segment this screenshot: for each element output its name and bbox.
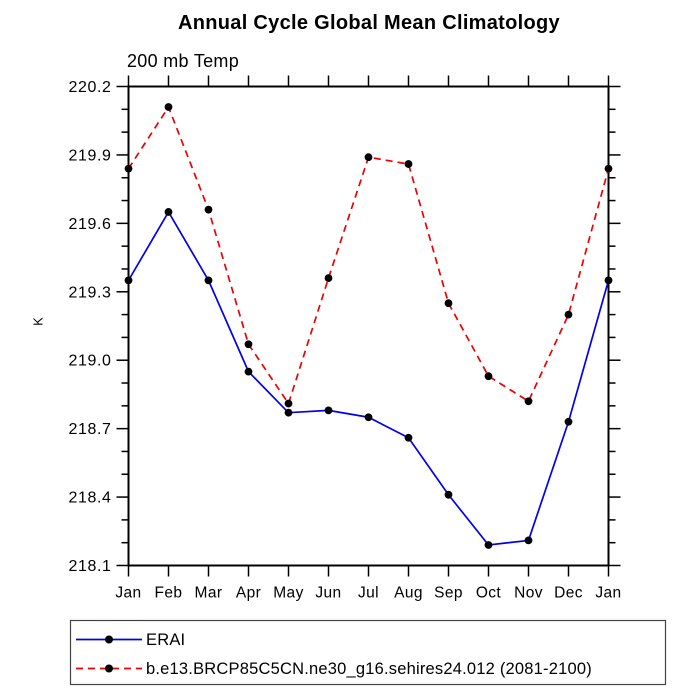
y-tick-label: 218.1	[68, 558, 111, 575]
data-marker-model-dec	[564, 310, 573, 319]
data-marker-erai-feb	[164, 208, 173, 216]
y-tick-label: 218.7	[68, 421, 111, 438]
data-marker-model-jun	[324, 274, 333, 282]
series-line-erai	[127, 210, 610, 546]
x-tick-label: Sep	[434, 585, 463, 602]
y-tick-label: 218.4	[68, 490, 111, 507]
chart-subtitle: 200 mb Temp	[127, 51, 240, 71]
legend-box	[69, 619, 667, 686]
legend-marker	[105, 635, 113, 644]
x-tick-label: Mar	[195, 585, 223, 602]
data-marker-erai-aug	[404, 433, 413, 442]
data-marker-erai-mar	[204, 276, 213, 285]
data-marker-model-mar	[204, 205, 213, 214]
data-marker-model-nov	[524, 397, 533, 406]
y-axis-label: K	[30, 317, 46, 326]
data-marker-erai-jun	[324, 406, 333, 415]
data-marker-model-apr	[244, 340, 253, 349]
x-tick-label: Jun	[315, 585, 341, 602]
x-tick-label: Nov	[514, 585, 543, 602]
y-tick-label: 220.2	[68, 79, 111, 96]
data-marker-model-oct	[484, 372, 493, 381]
x-tick-label: Dec	[554, 585, 583, 602]
data-marker-erai-dec	[564, 417, 573, 426]
legend-label-model: b.e13.BRCP85C5CN.ne30_g16.sehires24.012 …	[146, 660, 592, 678]
x-tick-label: Jul	[358, 585, 379, 602]
x-tick-label: Oct	[476, 585, 502, 602]
data-marker-erai-jul	[364, 413, 373, 422]
data-marker-model-sep	[444, 299, 453, 308]
x-tick-label: Aug	[394, 585, 423, 602]
x-tick-label: Jan	[115, 585, 141, 602]
data-marker-erai-jan	[604, 276, 613, 285]
series-line-model	[127, 105, 610, 406]
data-marker-model-may	[284, 399, 293, 408]
data-marker-model-jan	[604, 164, 613, 173]
data-marker-erai-oct	[484, 541, 493, 549]
data-marker-erai-jan	[124, 276, 133, 285]
chart-title: Annual Cycle Global Mean Climatology	[178, 12, 560, 34]
data-marker-model-jan	[124, 164, 133, 173]
data-marker-model-jul	[364, 153, 373, 162]
y-tick-label: 219.0	[68, 353, 111, 370]
data-marker-erai-apr	[244, 367, 253, 376]
x-tick-label: Feb	[155, 585, 183, 602]
data-marker-erai-nov	[524, 536, 533, 545]
legend-marker	[105, 664, 113, 673]
x-tick-label: Apr	[236, 585, 261, 602]
data-marker-model-feb	[164, 103, 173, 111]
y-tick-label: 219.3	[68, 284, 111, 301]
legend-label-erai: ERAI	[146, 631, 185, 649]
data-marker-erai-may	[284, 408, 293, 417]
data-marker-model-aug	[404, 160, 413, 168]
y-tick-label: 219.9	[68, 147, 111, 164]
x-tick-label: May	[273, 585, 303, 602]
x-tick-label: Jan	[595, 585, 621, 602]
y-tick-label: 219.6	[68, 216, 111, 233]
data-marker-erai-sep	[444, 490, 453, 499]
